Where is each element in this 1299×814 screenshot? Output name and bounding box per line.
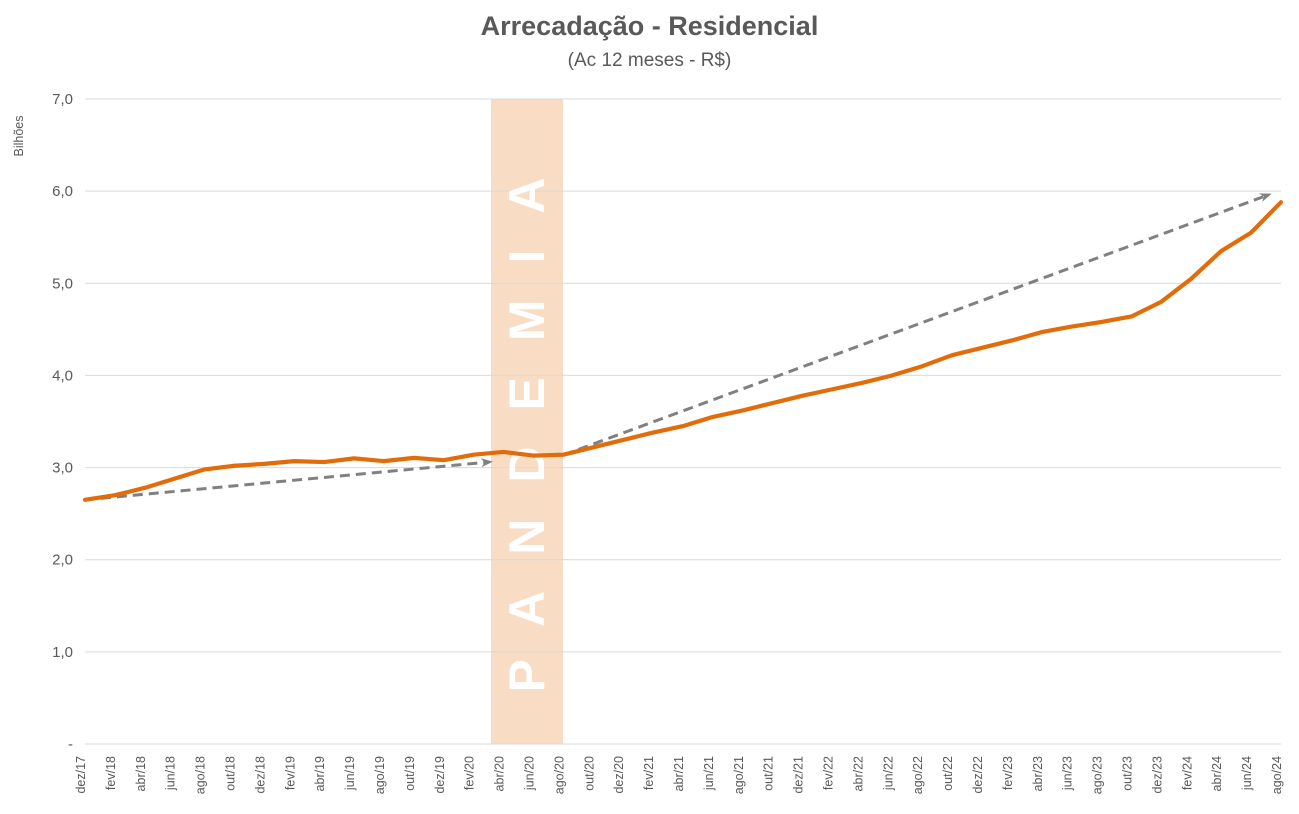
svg-text:fev/20: fev/20 [463, 756, 477, 790]
svg-text:fev/24: fev/24 [1180, 756, 1194, 790]
svg-text:ago/19: ago/19 [373, 756, 387, 794]
svg-text:fev/18: fev/18 [104, 756, 118, 790]
svg-text:jun/19: jun/19 [343, 756, 357, 791]
svg-text:out/20: out/20 [582, 756, 596, 791]
svg-text:PANDEMIA: PANDEMIA [499, 142, 555, 693]
svg-text:jun/23: jun/23 [1061, 756, 1075, 791]
svg-text:ago/20: ago/20 [552, 756, 566, 794]
svg-text:dez/18: dez/18 [253, 756, 267, 794]
svg-text:jun/24: jun/24 [1240, 756, 1254, 791]
svg-text:1,0: 1,0 [52, 644, 73, 661]
svg-text:abr/21: abr/21 [672, 756, 686, 791]
svg-text:out/22: out/22 [941, 756, 955, 791]
svg-text:7,0: 7,0 [52, 91, 73, 108]
svg-text:ago/22: ago/22 [911, 756, 925, 794]
svg-text:fev/21: fev/21 [642, 756, 656, 790]
svg-text:ago/23: ago/23 [1091, 756, 1105, 794]
svg-text:abr/18: abr/18 [134, 756, 148, 791]
svg-text:jun/18: jun/18 [164, 756, 178, 791]
svg-text:out/18: out/18 [224, 756, 238, 791]
svg-text:out/21: out/21 [762, 756, 776, 791]
svg-text:abr/23: abr/23 [1031, 756, 1045, 791]
svg-text:abr/22: abr/22 [851, 756, 865, 791]
svg-text:ago/18: ago/18 [194, 756, 208, 794]
svg-text:fev/23: fev/23 [1001, 756, 1015, 790]
svg-text:dez/21: dez/21 [792, 756, 806, 794]
svg-text:4,0: 4,0 [52, 367, 73, 384]
svg-text:jun/21: jun/21 [702, 756, 716, 791]
svg-text:dez/19: dez/19 [433, 756, 447, 794]
svg-text:jun/20: jun/20 [523, 756, 537, 791]
svg-text:out/23: out/23 [1121, 756, 1135, 791]
svg-text:3,0: 3,0 [52, 460, 73, 477]
svg-text:-: - [68, 736, 73, 753]
svg-text:6,0: 6,0 [52, 183, 73, 200]
svg-text:Bilhões: Bilhões [12, 116, 26, 157]
svg-text:abr/19: abr/19 [313, 756, 327, 791]
svg-text:dez/22: dez/22 [971, 756, 985, 794]
svg-text:out/19: out/19 [403, 756, 417, 791]
svg-text:abr/20: abr/20 [493, 756, 507, 791]
svg-text:fev/22: fev/22 [822, 756, 836, 790]
svg-text:dez/23: dez/23 [1150, 756, 1164, 794]
svg-text:dez/17: dez/17 [74, 756, 88, 794]
svg-text:dez/20: dez/20 [612, 756, 626, 794]
svg-text:abr/24: abr/24 [1210, 756, 1224, 791]
svg-text:2,0: 2,0 [52, 552, 73, 569]
svg-text:5,0: 5,0 [52, 275, 73, 292]
svg-text:fev/19: fev/19 [283, 756, 297, 790]
svg-text:jun/22: jun/22 [881, 756, 895, 791]
svg-text:ago/24: ago/24 [1270, 756, 1284, 794]
svg-text:ago/21: ago/21 [732, 756, 746, 794]
